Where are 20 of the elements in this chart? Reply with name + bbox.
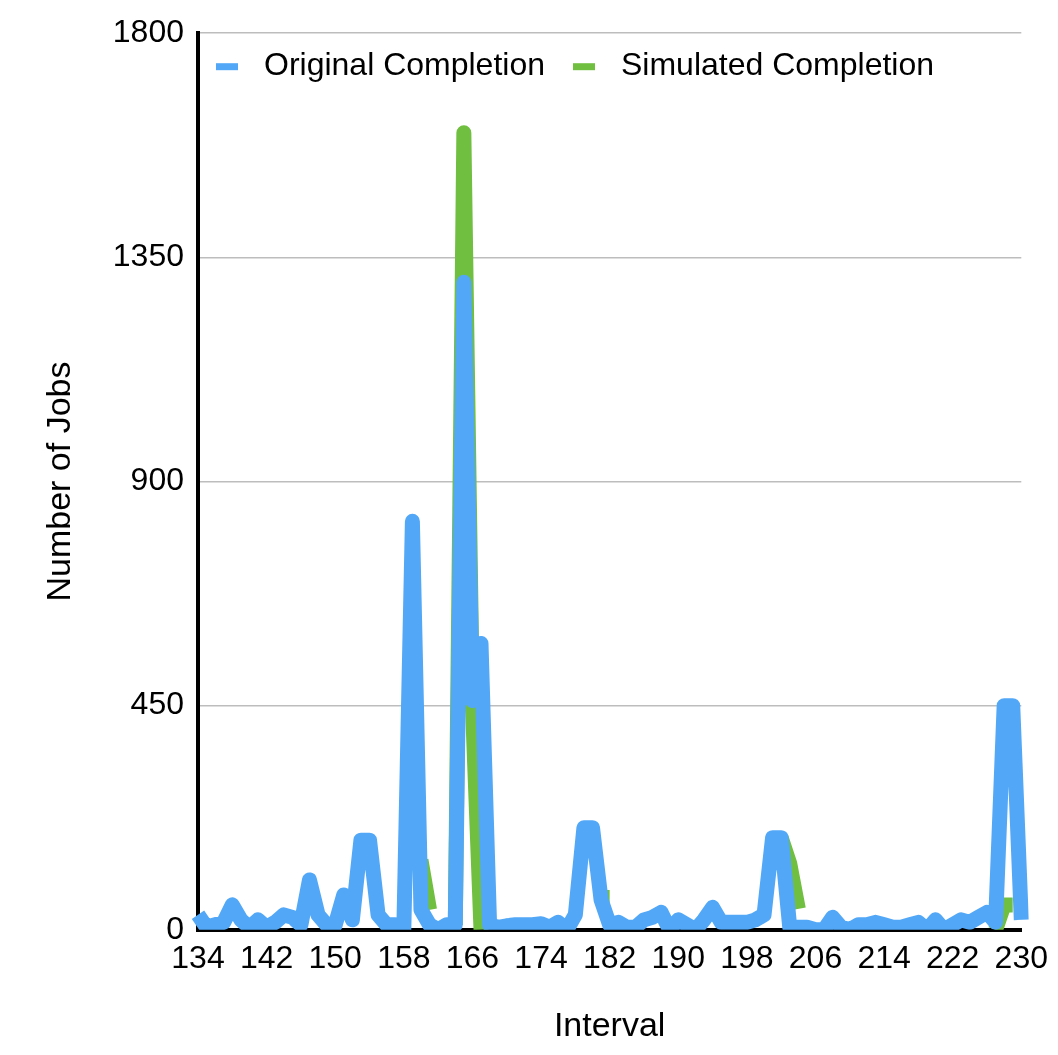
y-tick-label: 1350	[112, 237, 184, 274]
y-tick-label: 1800	[112, 13, 184, 50]
y-tick-label: 450	[130, 685, 184, 722]
x-axis-title: Interval	[553, 1004, 666, 1043]
x-tick-label: 214	[857, 938, 911, 975]
y-tick-label: 900	[130, 461, 184, 498]
x-tick-label: 150	[308, 938, 362, 975]
x-tick-label: 166	[445, 938, 500, 975]
legend-label: Original Completion	[263, 46, 545, 83]
x-tick-label: 142	[239, 938, 294, 975]
x-tick-label: 182	[582, 938, 637, 975]
legend-label: Simulated Completion	[621, 46, 935, 83]
x-tick-label: 230	[994, 938, 1048, 975]
y-axis-title: Number of Jobs	[38, 361, 77, 602]
x-tick-label: 206	[788, 938, 843, 975]
x-tick-label: 158	[377, 938, 431, 975]
x-tick-label: 198	[720, 938, 774, 975]
x-tick-label: 190	[651, 938, 705, 975]
x-tick-label: 222	[926, 938, 980, 975]
x-tick-label: 174	[514, 938, 568, 975]
